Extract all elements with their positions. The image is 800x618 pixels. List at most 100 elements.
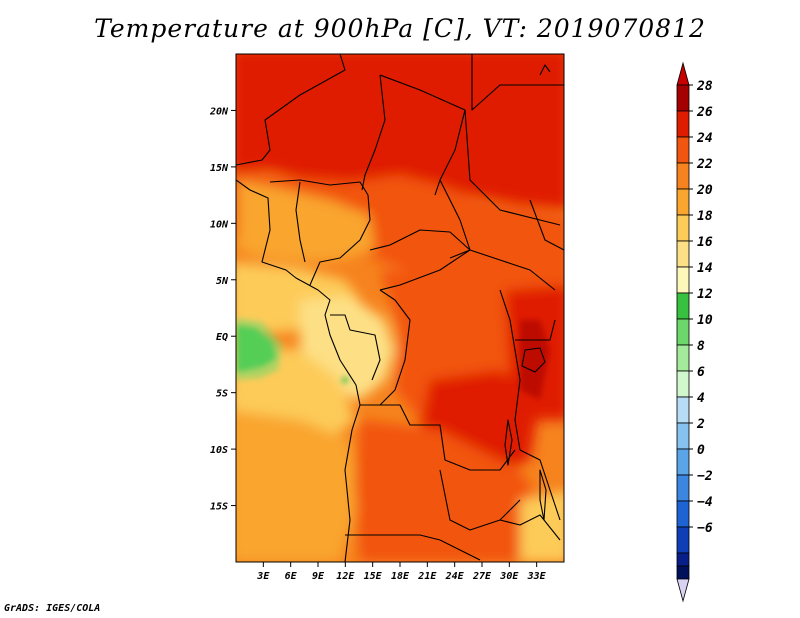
- lon-tick-label: 33E: [527, 571, 547, 582]
- border-sahara-1: [236, 54, 346, 166]
- red-sea-coast: [539, 64, 551, 76]
- colorbar-swatch: [676, 448, 690, 476]
- border-nigeria-south: [295, 181, 306, 263]
- colorbar-swatch: [676, 565, 690, 580]
- colorbar-label: 18: [697, 209, 713, 224]
- border-car: [369, 229, 471, 291]
- border-drc-east: [499, 289, 521, 451]
- coastline-west-africa: [236, 179, 361, 562]
- colorbar-label: 28: [696, 79, 713, 94]
- field-angola: [355, 420, 550, 562]
- field-west-africa: [238, 180, 375, 262]
- colorbar-swatch: [676, 240, 690, 268]
- border-angola-namibia: [345, 534, 441, 541]
- colorbar-swatch: [676, 292, 690, 320]
- colorbar-label: 0: [697, 443, 705, 458]
- colorbar-label: −4: [697, 495, 713, 510]
- colorbar-swatch: [676, 266, 690, 294]
- lake-malawi: [539, 469, 547, 521]
- lon-tick-label: 21E: [417, 571, 437, 582]
- lon-tick-label: 12E: [336, 571, 355, 582]
- lon-tick-label: 9E: [312, 571, 325, 582]
- colorbar-top-cap: [676, 61, 690, 86]
- colorbar-swatch: [676, 214, 690, 242]
- lat-tick-label: 20N: [209, 106, 229, 117]
- colorbar-label: 4: [697, 391, 705, 406]
- colorbar-swatch: [676, 422, 690, 450]
- credit-text: GrADS: IGES/COLA: [4, 603, 101, 614]
- field-green-fringe: [236, 318, 282, 380]
- field-sahara: [236, 54, 564, 210]
- chart-title: Temperature at 900hPa [C], VT: 201907081…: [94, 14, 706, 43]
- colorbar-swatch: [676, 552, 690, 567]
- lon-tick-label: 6E: [285, 571, 298, 582]
- colorbar-label: 6: [697, 365, 705, 380]
- colorbar-label: 2: [696, 417, 705, 432]
- colorbar-swatch: [676, 188, 690, 216]
- colorbar-swatch: [676, 370, 690, 398]
- colorbar-label: −6: [697, 521, 713, 536]
- country-borders: [236, 54, 564, 562]
- border-drc-angola: [360, 404, 516, 471]
- colorbar-swatch: [676, 162, 690, 190]
- field-mozambique: [520, 491, 564, 562]
- border-cameroon: [309, 194, 371, 286]
- border-uganda: [515, 319, 556, 341]
- border-zambia: [439, 469, 521, 531]
- lat-tick-label: 15N: [210, 163, 229, 174]
- lat-tick-label: 10S: [210, 445, 228, 456]
- lat-tick-label: EQ: [216, 332, 228, 343]
- colorbar-label: 14: [697, 261, 713, 276]
- border-chad-east: [439, 179, 471, 259]
- colorbar-swatch: [676, 500, 690, 528]
- border-egypt: [471, 54, 564, 111]
- colorbar-label: 22: [696, 157, 713, 172]
- colorbar-label: 24: [696, 131, 713, 146]
- border-tanzania: [519, 449, 561, 521]
- colorbar-label: 10: [697, 313, 713, 328]
- field-atlantic-deep: [236, 410, 360, 562]
- border-niger-nigeria: [269, 179, 369, 196]
- colorbar-swatch: [676, 526, 690, 554]
- lat-tick-label: 15S: [210, 502, 228, 513]
- colorbar-label: 8: [697, 339, 705, 354]
- colorbar-bottom-cap: [676, 578, 690, 603]
- border-mozambique: [499, 514, 561, 541]
- border-sahara-3: [379, 74, 466, 196]
- colorbar-swatch: [676, 136, 690, 164]
- latitude-axis: 20N 15N 10N 5N EQ 5S 10S 15S: [209, 106, 236, 513]
- lon-tick-label: 30E: [499, 571, 519, 582]
- lon-tick-label: 15E: [364, 571, 383, 582]
- colorbar-swatch: [676, 84, 690, 112]
- border-congo-gabon: [330, 314, 381, 381]
- field-green-speck: [342, 377, 348, 383]
- border-ethiopia: [529, 199, 564, 251]
- colorbar-label: 20: [696, 183, 713, 198]
- border-botswana: [439, 539, 481, 561]
- border-sudan: [464, 109, 561, 226]
- lon-tick-label: 18E: [391, 571, 410, 582]
- colorbar-swatch: [676, 318, 690, 346]
- lon-tick-label: 3E: [256, 571, 270, 582]
- lake-victoria: [521, 347, 546, 373]
- colorbar-swatch: [676, 110, 690, 138]
- colorbar-label: 12: [697, 287, 713, 302]
- lat-tick-label: 5S: [216, 389, 228, 400]
- lat-tick-label: 10N: [210, 219, 229, 230]
- colorbar-swatch: [676, 344, 690, 372]
- colorbar-label: 26: [696, 105, 713, 120]
- lon-tick-label: 27E: [472, 571, 492, 582]
- longitude-axis: 3E 6E 9E 12E 15E 18E 21E 24E 27E 30E 33E: [256, 562, 547, 582]
- temperature-field: [236, 54, 564, 562]
- colorbar-label: 16: [697, 235, 713, 250]
- border-south-sudan: [469, 249, 556, 291]
- border-sahara-2: [361, 74, 386, 191]
- border-drc-west: [379, 289, 411, 406]
- lake-tanganyika: [504, 419, 513, 466]
- lon-tick-label: 24E: [445, 571, 465, 582]
- colorbar-label: −2: [697, 469, 713, 484]
- colorbar-swatch: [676, 474, 690, 502]
- colorbar-swatch: [676, 396, 690, 424]
